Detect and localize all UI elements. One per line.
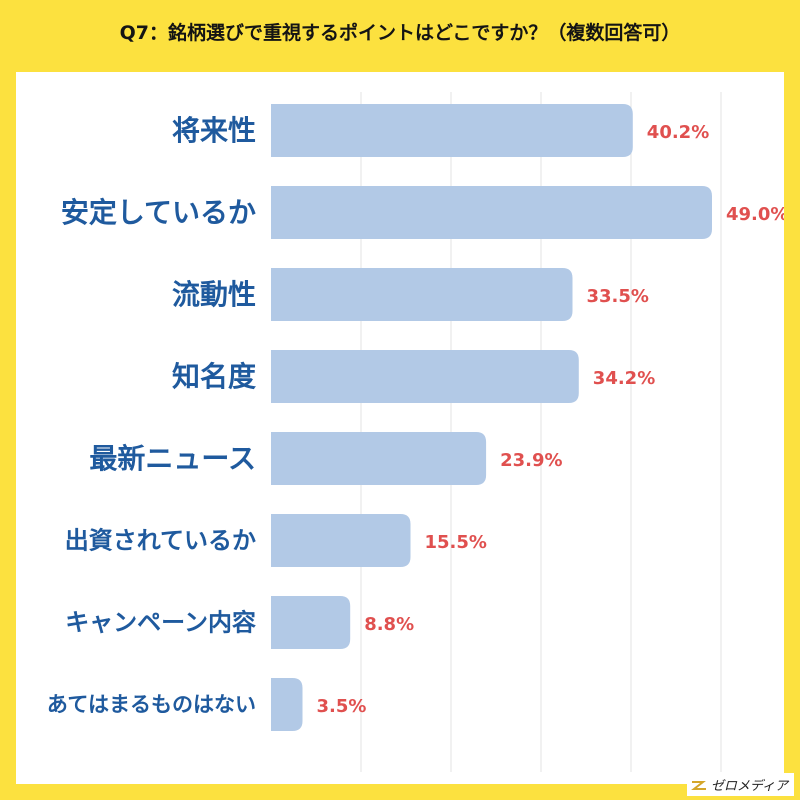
bar	[271, 678, 303, 731]
bar	[271, 104, 633, 157]
bar-chart: 将来性安定しているか流動性知名度最新ニュース出資されているかキャンペーン内容あて…	[47, 92, 785, 772]
category-label: 最新ニュース	[89, 442, 256, 475]
chart-panel: 将来性安定しているか流動性知名度最新ニュース出資されているか キャンペーン内容あて…	[16, 72, 784, 784]
category-label: 出資されているか	[65, 527, 256, 555]
bar	[271, 432, 487, 485]
value-labels: 40.2% 49.0% 33.5% 34.2% 23.9% 15.5% 8.8% 3.5%	[317, 122, 785, 717]
category-label: 将来性	[172, 114, 256, 147]
bar	[271, 186, 712, 239]
value-label: 40.2%	[647, 122, 709, 143]
zero-media-logo-icon	[690, 780, 706, 790]
category-labels: 将来性安定しているか流動性知名度最新ニュース出資されているかキャンペーン内容あて…	[47, 114, 256, 717]
bars	[271, 104, 712, 731]
value-label: 3.5%	[317, 696, 367, 717]
value-label: 49.0%	[726, 204, 784, 225]
bar	[271, 268, 573, 321]
category-label: キャンペーン内容	[65, 609, 256, 637]
value-label: 8.8%	[364, 614, 414, 635]
category-label: 知名度	[172, 360, 256, 393]
value-label: 15.5%	[425, 532, 487, 553]
bar	[271, 514, 411, 567]
watermark-logo: ゼロメディア	[686, 773, 794, 796]
bar	[271, 596, 351, 649]
value-label: 33.5%	[587, 286, 649, 307]
category-label: 流動性	[172, 278, 256, 311]
value-label: 23.9%	[500, 450, 562, 471]
watermark-text: ゼロメディア	[710, 779, 788, 794]
value-label: 34.2%	[593, 368, 655, 389]
category-label: あてはまるものはない	[47, 693, 256, 717]
category-label: 安定しているか	[61, 196, 256, 229]
chart-title: Q7：銘柄選びで重視するポイントはどこですか？（複数回答可）	[119, 22, 681, 44]
bar	[271, 350, 579, 403]
